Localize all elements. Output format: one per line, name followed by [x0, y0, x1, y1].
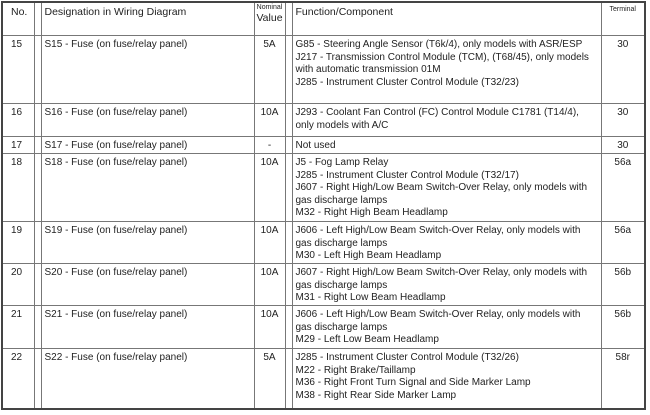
row-value: 10A — [253, 263, 286, 306]
row-functions: J5 - Fog Lamp Relay J285 - Instrument Clu… — [291, 153, 602, 222]
spacer — [33, 103, 42, 137]
function-line: J607 - Right High/Low Beam Switch-Over R… — [295, 267, 588, 291]
spacer — [284, 221, 293, 264]
spacer — [284, 305, 293, 349]
spacer — [33, 305, 42, 349]
spacer — [284, 348, 293, 409]
function-line: M29 - Left Low Beam Headlamp — [295, 334, 439, 346]
table-row: 20 S20 - Fuse (on fuse/relay panel) 10A J60… — [1, 263, 646, 306]
function-line: M38 - Right Rear Side Marker Lamp — [295, 389, 457, 401]
row-designation: S20 - Fuse (on fuse/relay panel) — [40, 263, 255, 306]
row-no: 22 — [1, 348, 35, 409]
spacer — [284, 153, 293, 222]
header-terminal: Terminal — [609, 6, 636, 13]
row-terminal: 56b — [600, 305, 646, 349]
row-terminal: 56b — [600, 263, 646, 306]
row-value: - — [253, 136, 286, 154]
function-line: J607 - Right High/Low Beam Switch-Over R… — [295, 182, 588, 206]
row-functions: Not used — [291, 136, 602, 154]
row-functions: J607 - Right High/Low Beam Switch-Over R… — [291, 263, 602, 306]
header-row: No. Designation in Wiring Diagram Nomina… — [1, 1, 646, 36]
spacer — [33, 348, 42, 409]
function-line: M22 - Right Brake/Taillamp — [295, 364, 416, 376]
row-no: 21 — [1, 305, 35, 349]
row-designation: S19 - Fuse (on fuse/relay panel) — [40, 221, 255, 264]
function-line: G85 - Steering Angle Sensor (T6k/4), onl… — [295, 39, 583, 50]
spacer — [33, 136, 42, 154]
row-functions: J606 - Left High/Low Beam Switch-Over Re… — [291, 305, 602, 349]
spacer — [33, 263, 42, 306]
row-no: 18 — [1, 153, 35, 222]
row-value: 5A — [253, 348, 286, 409]
row-value: 10A — [253, 103, 286, 137]
function-line: J217 - Transmission Control Module (TCM)… — [295, 51, 589, 76]
table-row: 17 S17 - Fuse (on fuse/relay panel) - Not u… — [1, 136, 646, 154]
row-value: 10A — [253, 221, 286, 264]
row-terminal: 58r — [600, 348, 646, 409]
table-row: 21 S21 - Fuse (on fuse/relay panel) 10A J60… — [1, 305, 646, 349]
row-terminal: 30 — [600, 35, 646, 104]
row-no: 17 — [1, 136, 35, 154]
header-no: No. — [1, 1, 35, 36]
row-designation: S15 - Fuse (on fuse/relay panel) — [40, 35, 255, 104]
table-row: 19 S19 - Fuse (on fuse/relay panel) 10A J60… — [1, 221, 646, 264]
function-line: M30 - Left High Beam Headlamp — [295, 250, 442, 262]
function-line: J285 - Instrument Cluster Control Module… — [295, 352, 519, 363]
function-line: J606 - Left High/Low Beam Switch-Over Re… — [295, 309, 581, 333]
header-nominal: Nominal — [256, 4, 283, 11]
row-no: 16 — [1, 103, 35, 137]
row-functions: J285 - Instrument Cluster Control Module… — [291, 348, 602, 409]
row-terminal: 56a — [600, 153, 646, 222]
spacer — [284, 1, 293, 36]
row-functions: G85 - Steering Angle Sensor (T6k/4), onl… — [291, 35, 602, 104]
function-line: J293 - Coolant Fan Control (FC) Control … — [295, 107, 579, 131]
row-functions: J606 - Left High/Low Beam Switch-Over Re… — [291, 221, 602, 264]
fuse-table: No. Designation in Wiring Diagram Nomina… — [1, 1, 646, 410]
header-designation: Designation in Wiring Diagram — [40, 1, 255, 36]
function-line: Not used — [295, 140, 336, 151]
spacer — [33, 153, 42, 222]
row-terminal: 56a — [600, 221, 646, 264]
table-row: 18 S18 - Fuse (on fuse/relay panel) 10A J5 … — [1, 153, 646, 222]
row-value: 10A — [253, 153, 286, 222]
spacer — [284, 136, 293, 154]
table-row: 15 S15 - Fuse (on fuse/relay panel) 5A G85 … — [1, 35, 646, 104]
function-line: J285 - Instrument Cluster Control Module… — [295, 169, 519, 181]
header-value: Nominal Value — [253, 1, 286, 36]
row-designation: S17 - Fuse (on fuse/relay panel) — [40, 136, 255, 154]
row-designation: S21 - Fuse (on fuse/relay panel) — [40, 305, 255, 349]
row-designation: S22 - Fuse (on fuse/relay panel) — [40, 348, 255, 409]
row-terminal: 30 — [600, 103, 646, 137]
row-designation: S16 - Fuse (on fuse/relay panel) — [40, 103, 255, 137]
row-value: 5A — [253, 35, 286, 104]
header-value-label: Value — [256, 12, 283, 24]
table-row: 16 S16 - Fuse (on fuse/relay panel) 10A J29… — [1, 103, 646, 137]
function-line: M31 - Right Low Beam Headlamp — [295, 292, 446, 304]
spacer — [33, 1, 42, 36]
function-line: J5 - Fog Lamp Relay — [295, 157, 389, 168]
table-row: 22 S22 - Fuse (on fuse/relay panel) 5A J285… — [1, 348, 646, 409]
spacer — [33, 221, 42, 264]
function-line: J285 - Instrument Cluster Control Module… — [295, 76, 519, 88]
row-no: 20 — [1, 263, 35, 306]
spacer — [284, 35, 293, 104]
header-function: Function/Component — [291, 1, 602, 36]
row-functions: J293 - Coolant Fan Control (FC) Control … — [291, 103, 602, 137]
spacer — [284, 263, 293, 306]
row-terminal: 30 — [600, 136, 646, 154]
function-line: J606 - Left High/Low Beam Switch-Over Re… — [295, 225, 581, 249]
function-line: M36 - Right Front Turn Signal and Side M… — [295, 377, 531, 389]
row-no: 15 — [1, 35, 35, 104]
function-line: M32 - Right High Beam Headlamp — [295, 207, 448, 219]
row-designation: S18 - Fuse (on fuse/relay panel) — [40, 153, 255, 222]
row-value: 10A — [253, 305, 286, 349]
spacer — [33, 35, 42, 104]
spacer — [284, 103, 293, 137]
row-no: 19 — [1, 221, 35, 264]
